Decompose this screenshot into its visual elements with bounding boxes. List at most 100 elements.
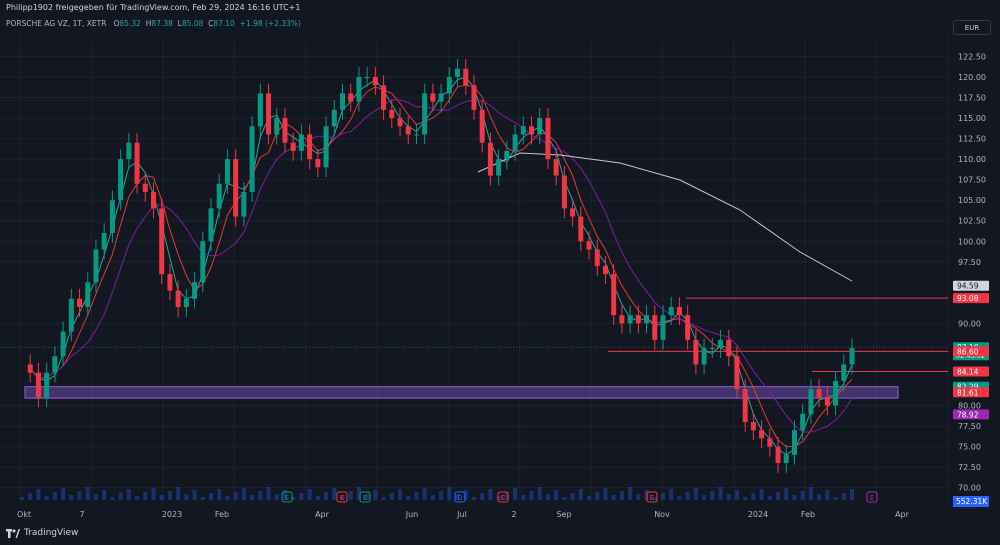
volume-bar: [217, 489, 222, 500]
volume-bar: [151, 488, 156, 500]
price-label-text: 93.08: [957, 294, 979, 303]
price-label-bg: [953, 342, 989, 361]
volume-bar: [611, 495, 616, 500]
volume-bar: [792, 495, 797, 500]
candle-body: [841, 364, 847, 381]
candle-body: [216, 183, 222, 209]
candle-body: [602, 265, 608, 275]
candle-body: [44, 372, 50, 398]
price-axis[interactable]: 122.50 120.00 117.50 115.00 112.50 110.00 107.…: [958, 52, 986, 492]
volume-bar: [669, 489, 674, 500]
price-label-bg: [953, 293, 989, 304]
candle-body: [298, 134, 304, 151]
candle-body: [323, 126, 329, 168]
candle-body: [93, 249, 99, 283]
volume-bar: [340, 495, 345, 500]
price-label: 86.60: [953, 346, 989, 357]
price-tick-label: 107.50: [958, 176, 986, 185]
candle-body: [496, 159, 502, 176]
price-label-bg: [953, 381, 989, 392]
candle-body: [833, 380, 839, 406]
time-tick-label: Feb: [215, 510, 229, 519]
change-value: +1.98 (+2.33%): [239, 19, 301, 28]
volume-bar: [77, 491, 82, 500]
candle-body: [685, 315, 691, 340]
ma-long-line: [477, 152, 853, 282]
candle-body: [816, 389, 822, 398]
volume-label-bg: [953, 496, 989, 507]
volume-bar: [455, 494, 460, 500]
price-tick-label: 105.00: [958, 196, 986, 205]
candle-body: [619, 315, 625, 324]
time-tick-label: 2024: [748, 510, 768, 519]
candle-body: [68, 298, 74, 332]
volume-bar: [439, 491, 444, 500]
volume-bar: [176, 487, 181, 500]
event-marker-box: [866, 491, 878, 503]
event-marker-label: D: [457, 494, 462, 502]
volume-bar: [69, 495, 74, 500]
price-label-bg: [953, 387, 989, 398]
volume-bar: [784, 488, 789, 500]
volume-bar: [521, 495, 526, 500]
event-marker-box: [281, 491, 293, 503]
price-tick-label: 90.00: [958, 319, 981, 328]
volume-bar: [545, 494, 550, 500]
volume-bar: [274, 494, 279, 500]
currency-button[interactable]: EUR: [953, 20, 991, 35]
event-marker: E: [359, 491, 371, 503]
volume-bar: [488, 489, 493, 500]
candle-body: [512, 134, 518, 151]
candle-body: [701, 348, 707, 365]
candle-body: [479, 109, 485, 143]
candle-body: [586, 241, 592, 250]
countdown-text: 02:43:02: [956, 352, 985, 360]
event-marker-label: E: [363, 494, 367, 502]
volume-bar: [192, 490, 197, 500]
volume-bar: [398, 489, 403, 500]
volume-bar: [825, 490, 830, 500]
event-marker: E: [866, 491, 878, 503]
volume-bar: [324, 492, 329, 500]
price-tick-label: 100.00: [958, 237, 986, 246]
candle-body: [652, 315, 658, 340]
symbol-legend[interactable]: PORSCHE AG VZ, 1T, XETR O85.32 H87.38 L8…: [6, 16, 301, 32]
volume-bar: [800, 491, 805, 500]
low-value: 85.08: [181, 19, 204, 28]
candle-body: [397, 118, 403, 127]
candle-body: [290, 142, 296, 151]
volume-bar: [233, 492, 238, 500]
volume-bar: [808, 487, 813, 500]
price-tick-label: 112.50: [958, 135, 986, 144]
volume-bar: [718, 487, 723, 500]
volume-bar: [135, 496, 140, 500]
candle-body: [471, 85, 477, 110]
candle-body: [60, 331, 66, 357]
volume-bar: [61, 488, 66, 500]
volume-bar: [126, 489, 131, 500]
low-label: L: [177, 19, 182, 28]
time-axis[interactable]: Okt 7 2023 Feb Apr Jun Jul 2 Sep Nov 2024 Feb Apr: [17, 510, 910, 519]
volume-bar: [726, 494, 731, 500]
open-label: O: [113, 19, 120, 28]
candle-body: [175, 290, 181, 307]
price-label-text: 86.60: [957, 347, 979, 356]
candle-body: [783, 454, 789, 464]
candle-body: [561, 175, 567, 209]
candle-body: [266, 93, 272, 135]
candle-body: [339, 93, 345, 110]
volume-bar: [315, 496, 320, 500]
price-tick-label: 97.50: [958, 258, 981, 267]
volume-bar: [677, 496, 682, 500]
volume-bar: [759, 489, 764, 500]
candle-body: [668, 306, 674, 316]
price-label: 78.92: [953, 409, 989, 420]
candle-body: [660, 315, 666, 340]
price-tick-label: 70.00: [958, 484, 981, 493]
volume-bar: [389, 493, 394, 500]
candle-body: [644, 315, 650, 324]
tradingview-logo[interactable]: TradingView: [6, 528, 78, 538]
volume-bar: [266, 487, 271, 500]
